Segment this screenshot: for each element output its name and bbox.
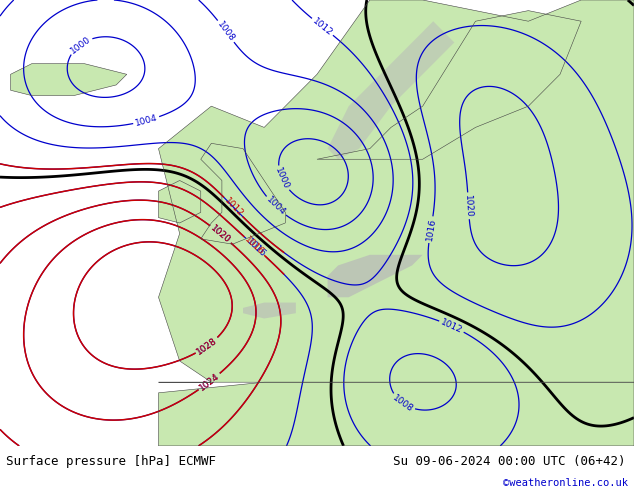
Polygon shape (328, 21, 455, 159)
Polygon shape (243, 302, 296, 318)
Text: 1004: 1004 (264, 195, 287, 218)
Text: 1020: 1020 (209, 223, 232, 245)
Text: 1024: 1024 (198, 371, 221, 392)
Text: 1020: 1020 (463, 194, 474, 218)
Polygon shape (317, 11, 581, 159)
Text: 1008: 1008 (391, 393, 415, 414)
Text: 1012: 1012 (439, 318, 464, 335)
Text: 1012: 1012 (222, 196, 245, 218)
Text: 1028: 1028 (195, 336, 219, 356)
Polygon shape (11, 64, 127, 96)
Text: 1008: 1008 (216, 20, 236, 43)
Polygon shape (158, 180, 201, 223)
Text: ©weatheronline.co.uk: ©weatheronline.co.uk (503, 478, 628, 489)
Text: 1024: 1024 (198, 371, 221, 392)
Text: 1020: 1020 (209, 223, 232, 245)
Text: Su 09-06-2024 00:00 UTC (06+42): Su 09-06-2024 00:00 UTC (06+42) (393, 455, 626, 468)
Text: Surface pressure [hPa] ECMWF: Surface pressure [hPa] ECMWF (6, 455, 216, 468)
Text: 1016: 1016 (425, 218, 437, 242)
Polygon shape (158, 382, 634, 446)
Text: 1028: 1028 (195, 336, 219, 356)
Polygon shape (201, 143, 285, 244)
Polygon shape (328, 255, 423, 297)
Text: 1000: 1000 (273, 166, 291, 191)
Text: 1012: 1012 (311, 16, 334, 38)
Text: 1016: 1016 (245, 237, 268, 259)
Text: 1000: 1000 (68, 34, 92, 55)
Text: 1004: 1004 (134, 113, 158, 128)
Polygon shape (158, 0, 634, 382)
Text: 1016: 1016 (243, 235, 266, 257)
